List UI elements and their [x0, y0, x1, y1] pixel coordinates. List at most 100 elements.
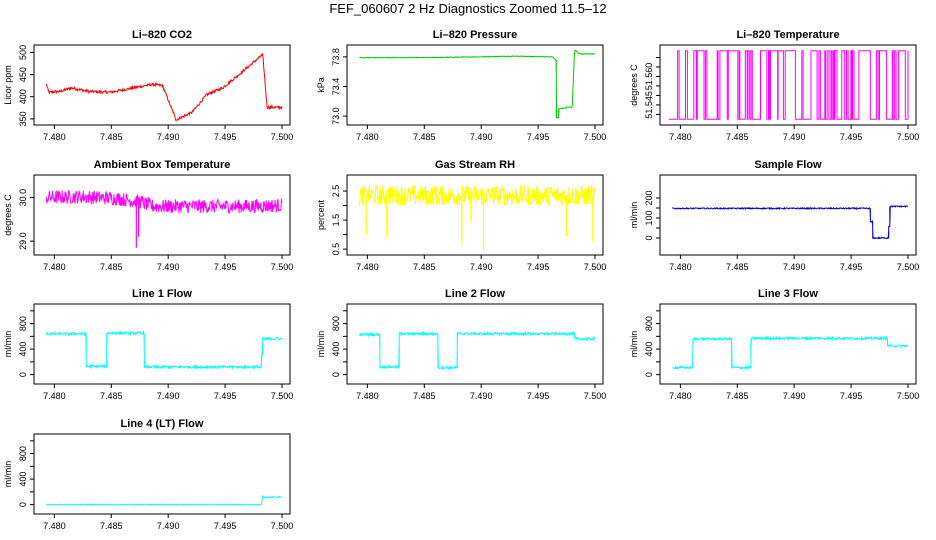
plot-frame — [33, 174, 291, 256]
x-tick-label: 7.485 — [413, 262, 436, 272]
panel-title: Li–820 CO2 — [132, 29, 192, 41]
x-tick-label: 7.485 — [726, 391, 749, 401]
x-tick-label: 7.480 — [356, 391, 379, 401]
plot-frame — [33, 303, 291, 385]
x-tick-label: 7.490 — [157, 132, 180, 142]
y-tick-label: 350 — [18, 111, 28, 126]
x-tick-label: 7.490 — [157, 262, 180, 272]
plot-frame — [346, 174, 604, 256]
y-tick-label: 200 — [644, 190, 654, 205]
y-tick-label: 0 — [644, 372, 654, 377]
x-tick-label: 7.485 — [413, 132, 436, 142]
series-group — [46, 494, 283, 506]
y-tick-label: 73.8 — [331, 48, 341, 66]
x-tick-label: 7.500 — [271, 521, 294, 531]
y-axis-label: ml/min — [629, 331, 639, 358]
panel-title: Sample Flow — [754, 159, 822, 171]
y-tick-label: 29.0 — [18, 232, 28, 250]
series-group — [358, 184, 596, 250]
panel-title: Line 2 Flow — [445, 288, 505, 300]
chart-panel-10: Line 4 (LT) Flow ml/min 7.480 7.485 7.490 7.4… — [3, 418, 293, 531]
y-tick-label: 0 — [644, 235, 654, 240]
y-tick-label: 400 — [18, 342, 28, 357]
y-axis-label: ml/min — [629, 202, 639, 229]
data-series-line — [669, 50, 909, 120]
x-tick-label: 7.485 — [100, 391, 123, 401]
x-tick-label: 7.500 — [897, 132, 920, 142]
series-group — [45, 330, 283, 371]
y-tick-label: 400 — [18, 472, 28, 487]
x-tick-label: 7.500 — [271, 262, 294, 272]
y-tick-label: 400 — [644, 342, 654, 357]
data-series-line — [45, 189, 283, 214]
plot-frame — [346, 44, 604, 126]
panel-title: Li–820 Pressure — [433, 29, 517, 41]
x-tick-label: 7.490 — [470, 262, 493, 272]
series-group — [45, 52, 283, 122]
plot-frame — [346, 303, 604, 385]
x-tick-label: 7.495 — [214, 262, 237, 272]
x-tick-label: 7.500 — [271, 132, 294, 142]
chart-panel-9: Line 3 Flow ml/min 7.480 7.485 7.490 7.495 7.5… — [629, 288, 919, 401]
data-series-line — [358, 184, 596, 207]
data-series-line — [46, 494, 283, 506]
x-tick-label: 7.480 — [356, 132, 379, 142]
x-tick-label: 7.495 — [527, 132, 550, 142]
panel-title: Line 4 (LT) Flow — [121, 418, 204, 430]
figure-title: FEF_060607 2 Hz Diagnostics Zoomed 11.5–… — [329, 1, 607, 16]
x-tick-label: 7.500 — [271, 391, 294, 401]
y-tick-label: 30.0 — [18, 189, 28, 207]
y-axis-label: kPa — [316, 77, 326, 93]
x-tick-label: 7.480 — [43, 521, 66, 531]
x-tick-label: 7.480 — [669, 262, 692, 272]
y-tick-label: 800 — [331, 316, 341, 331]
chart-panel-1: Li–820 CO2 Licor ppm 7.480 7.485 7.490 7.495 7… — [3, 29, 293, 142]
x-tick-label: 7.480 — [43, 391, 66, 401]
panel-title: Li–820 Temperature — [736, 29, 839, 41]
panel-title: Ambient Box Temperature — [94, 159, 231, 171]
x-tick-label: 7.495 — [214, 521, 237, 531]
y-tick-label: 800 — [18, 446, 28, 461]
y-tick-label: 500 — [18, 45, 28, 60]
y-axis-label: degrees C — [3, 194, 13, 236]
x-tick-label: 7.485 — [100, 132, 123, 142]
panel-title: Gas Stream RH — [435, 159, 515, 171]
chart-panel-7: Line 1 Flow ml/min 7.480 7.485 7.490 7.495 7.5… — [3, 288, 293, 401]
x-tick-label: 7.495 — [527, 391, 550, 401]
x-tick-label: 7.490 — [783, 132, 806, 142]
y-tick-label: 2.5 — [331, 185, 341, 198]
series-group — [672, 205, 909, 240]
y-tick-label: 800 — [18, 316, 28, 331]
y-tick-label: 0 — [18, 502, 28, 507]
panel-title: Line 1 Flow — [132, 288, 192, 300]
data-series-line — [672, 205, 909, 240]
x-tick-label: 7.485 — [726, 262, 749, 272]
plot-frame — [33, 433, 291, 515]
y-tick-label: 1.5 — [331, 214, 341, 227]
x-tick-label: 7.495 — [840, 132, 863, 142]
y-axis-label: ml/min — [316, 331, 326, 358]
chart-panel-3: Li–820 Temperature degrees C 7.480 7.485 7.4… — [629, 29, 919, 142]
x-tick-label: 7.495 — [214, 132, 237, 142]
x-tick-label: 7.485 — [100, 262, 123, 272]
chart-panel-8: Line 2 Flow ml/min 7.480 7.485 7.490 7.495 7.5… — [316, 288, 606, 401]
x-tick-label: 7.480 — [356, 262, 379, 272]
y-tick-label: 0 — [331, 372, 341, 377]
y-tick-label: 73.0 — [331, 107, 341, 125]
plot-frame — [33, 44, 291, 126]
x-tick-label: 7.500 — [897, 391, 920, 401]
chart-panel-4: Ambient Box Temperature degrees C 7.480 7.4… — [3, 159, 293, 272]
x-tick-label: 7.495 — [840, 262, 863, 272]
data-series-line — [359, 49, 596, 119]
plot-frame — [659, 303, 917, 385]
y-axis-label: ml/min — [3, 461, 13, 488]
chart-panel-5: Gas Stream RH percent 7.480 7.485 7.490 7.495… — [316, 159, 606, 272]
x-tick-label: 7.480 — [43, 132, 66, 142]
y-tick-label: 51.545 — [644, 91, 654, 119]
x-tick-label: 7.490 — [783, 391, 806, 401]
x-tick-label: 7.495 — [527, 262, 550, 272]
x-tick-label: 7.490 — [470, 132, 493, 142]
y-tick-label: 450 — [18, 67, 28, 82]
y-axis-label: Licor ppm — [3, 65, 13, 105]
x-tick-label: 7.480 — [669, 391, 692, 401]
